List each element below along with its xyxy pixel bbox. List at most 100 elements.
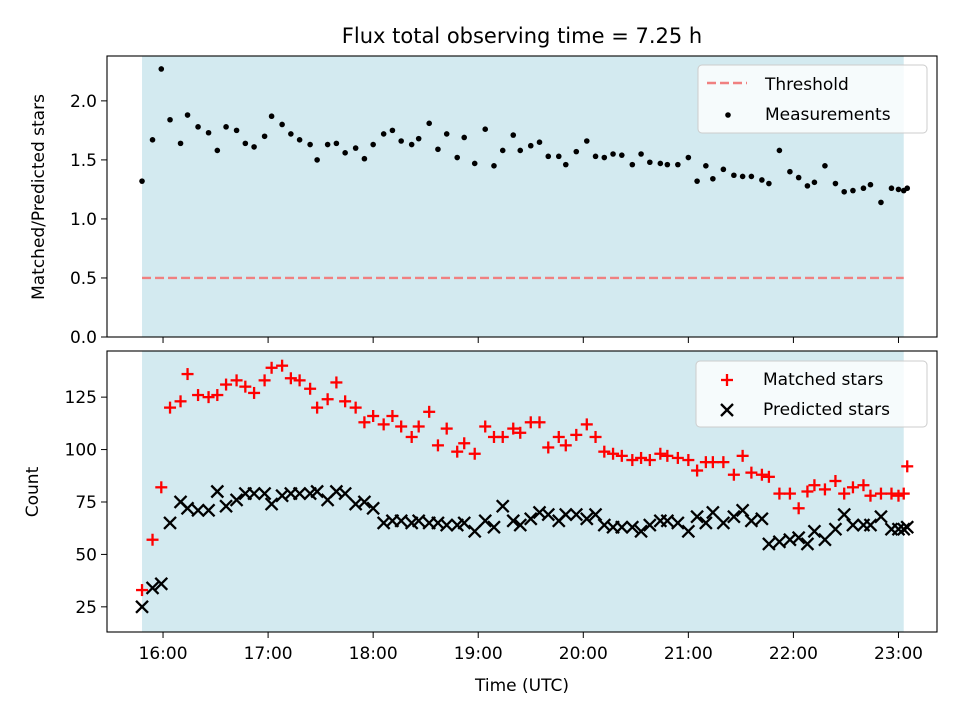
legend-measurements-swatch [725, 112, 731, 118]
predicted-star-point [783, 532, 797, 547]
measurement-point [888, 185, 895, 192]
measurement-point [333, 140, 340, 147]
predicted-star-point [634, 524, 648, 539]
predicted-star-point [643, 518, 657, 532]
measurement-point [850, 187, 856, 194]
x-tick-label: 19:00 [454, 644, 503, 664]
measurement-point [380, 131, 387, 137]
measurement-point [748, 173, 755, 180]
predicted-star-point [706, 505, 720, 520]
top-legend-box [697, 64, 928, 134]
bottom-x-ticks: 16:00 17:00 18:00 19:00 20:00 21:00 22:00 23:00 [139, 632, 923, 664]
predicted-star-point [837, 507, 852, 522]
measurement-point [279, 121, 285, 128]
measurement-point [370, 141, 376, 148]
predicted-star-point [828, 522, 843, 537]
predicted-star-point [660, 514, 675, 528]
top-y-tick-label: 1.0 [70, 210, 97, 230]
measurement-point [233, 127, 240, 134]
measurement-point [610, 151, 616, 157]
measurement-point [443, 131, 450, 137]
measurement-point [435, 146, 441, 153]
predicted-star-point [818, 532, 832, 547]
predicted-star-point [210, 484, 225, 499]
predicted-star-point [716, 516, 731, 530]
bottom-y-tick-label: 50 [75, 545, 97, 565]
measurement-point [832, 180, 839, 187]
measurement-point [426, 120, 432, 127]
predicted-star-point [264, 497, 279, 511]
measurement-point [592, 153, 599, 160]
top-y-ticks: 0.0 0.5 1.0 1.5 2.0 [70, 92, 107, 348]
measurement-point [177, 140, 184, 147]
bottom-y-tick-label: 125 [65, 388, 97, 408]
measurement-point [389, 127, 396, 134]
predicted-star-point [180, 501, 195, 516]
predicted-star-point [846, 518, 860, 532]
measurement-point [629, 161, 636, 168]
measurement-point [499, 147, 506, 154]
measurement-point [811, 179, 818, 186]
legend-measurements-label: Measurements [765, 105, 891, 125]
predicted-star-point [376, 516, 391, 530]
predicted-star-point [699, 516, 713, 530]
measurement-point [510, 132, 517, 138]
predicted-star-point [791, 530, 806, 545]
measurement-point [685, 154, 692, 161]
predicted-star-point [807, 524, 822, 539]
measurement-point [895, 186, 902, 193]
top-legend: Threshold Measurements [697, 64, 928, 134]
measurement-point [454, 154, 461, 161]
measurement-point [205, 129, 212, 136]
predicted-star-point [614, 520, 629, 534]
predicted-star-point [744, 514, 759, 528]
measurement-point [720, 166, 727, 173]
x-tick-label: 22:00 [769, 644, 818, 664]
measurement-point [860, 185, 867, 192]
predicted-star-point [523, 511, 538, 526]
top-y-tick-label: 0.0 [70, 328, 97, 348]
predicted-star-point [487, 520, 501, 534]
measurement-point [415, 135, 422, 142]
x-axis-label: Time (UTC) [474, 676, 569, 696]
measurement-point [527, 142, 534, 149]
predicted-star-point [513, 518, 528, 532]
predicted-star-point [275, 488, 289, 503]
bottom-y-tick-label: 75 [75, 493, 97, 513]
predicted-star-point [173, 495, 188, 509]
measurement-point [904, 185, 911, 192]
predicted-star-point [467, 524, 482, 539]
predicted-star-point [495, 499, 510, 513]
measurement-point [342, 150, 348, 156]
measurements-series [139, 66, 911, 206]
measurement-point [731, 172, 737, 179]
predicted-star-point [411, 514, 426, 528]
measurement-point [361, 155, 368, 162]
bottom-legend: Matched stars Predicted stars [695, 360, 928, 428]
measurement-point [261, 133, 268, 140]
bottom-panel: 25 50 75 100 125 16:00 17:00 18:00 19:00 20:00 21… [23, 350, 938, 696]
predicted-star-point [229, 493, 244, 507]
measurement-point [675, 161, 681, 168]
measurement-point [555, 153, 562, 160]
legend-matched-swatch [721, 374, 733, 386]
predicted-star-point [671, 516, 685, 530]
x-tick-label: 20:00 [559, 644, 608, 664]
measurement-point [461, 134, 468, 141]
measurement-point [491, 163, 497, 169]
predicted-star-point [163, 516, 177, 530]
measurement-point [573, 148, 580, 155]
measurement-point [545, 153, 552, 160]
measurement-point [878, 199, 884, 206]
measurement-point [795, 174, 802, 181]
matched-stars-series [136, 359, 914, 597]
measurement-point [296, 137, 303, 143]
legend-predicted-label: Predicted stars [763, 400, 890, 420]
predicted-star-point [541, 507, 556, 522]
top-y-tick-label: 2.0 [70, 92, 97, 112]
predicted-star-point [357, 495, 372, 509]
measurement-point [601, 154, 608, 161]
predicted-star-point [863, 518, 878, 532]
measurement-point [841, 188, 847, 195]
